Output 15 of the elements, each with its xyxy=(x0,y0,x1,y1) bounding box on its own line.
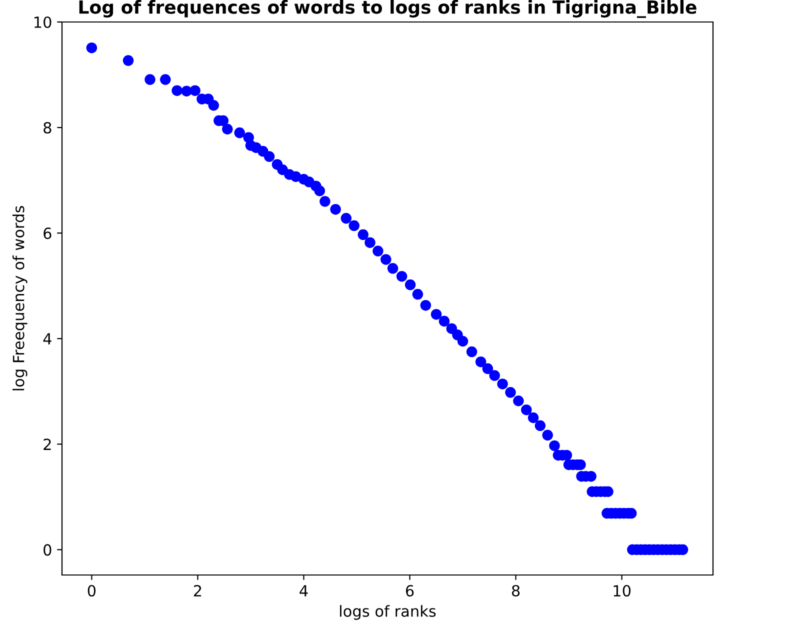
x-tick-label: 2 xyxy=(194,584,202,596)
y-tick-label: 6 xyxy=(44,228,52,240)
y-tick-label: 10 xyxy=(34,16,52,28)
y-tick-label: 8 xyxy=(44,122,52,134)
y-tick-label: 0 xyxy=(44,544,52,556)
y-tick-label: 4 xyxy=(43,333,52,344)
y-axis-title: log Freequency of words xyxy=(12,206,28,390)
chart-title: Log of frequences of words to logs of ranks in Tigrigna_Bible xyxy=(79,0,696,18)
x-tick-label: 10 xyxy=(614,584,631,597)
x-tick-label: 0 xyxy=(88,584,96,597)
x-axis-title: logs of ranks xyxy=(340,605,436,620)
x-tick-label: 4 xyxy=(300,585,308,596)
x-tick-label: 6 xyxy=(406,584,414,597)
y-tick-label: 2 xyxy=(44,438,51,450)
x-tick-label: 8 xyxy=(512,584,520,597)
